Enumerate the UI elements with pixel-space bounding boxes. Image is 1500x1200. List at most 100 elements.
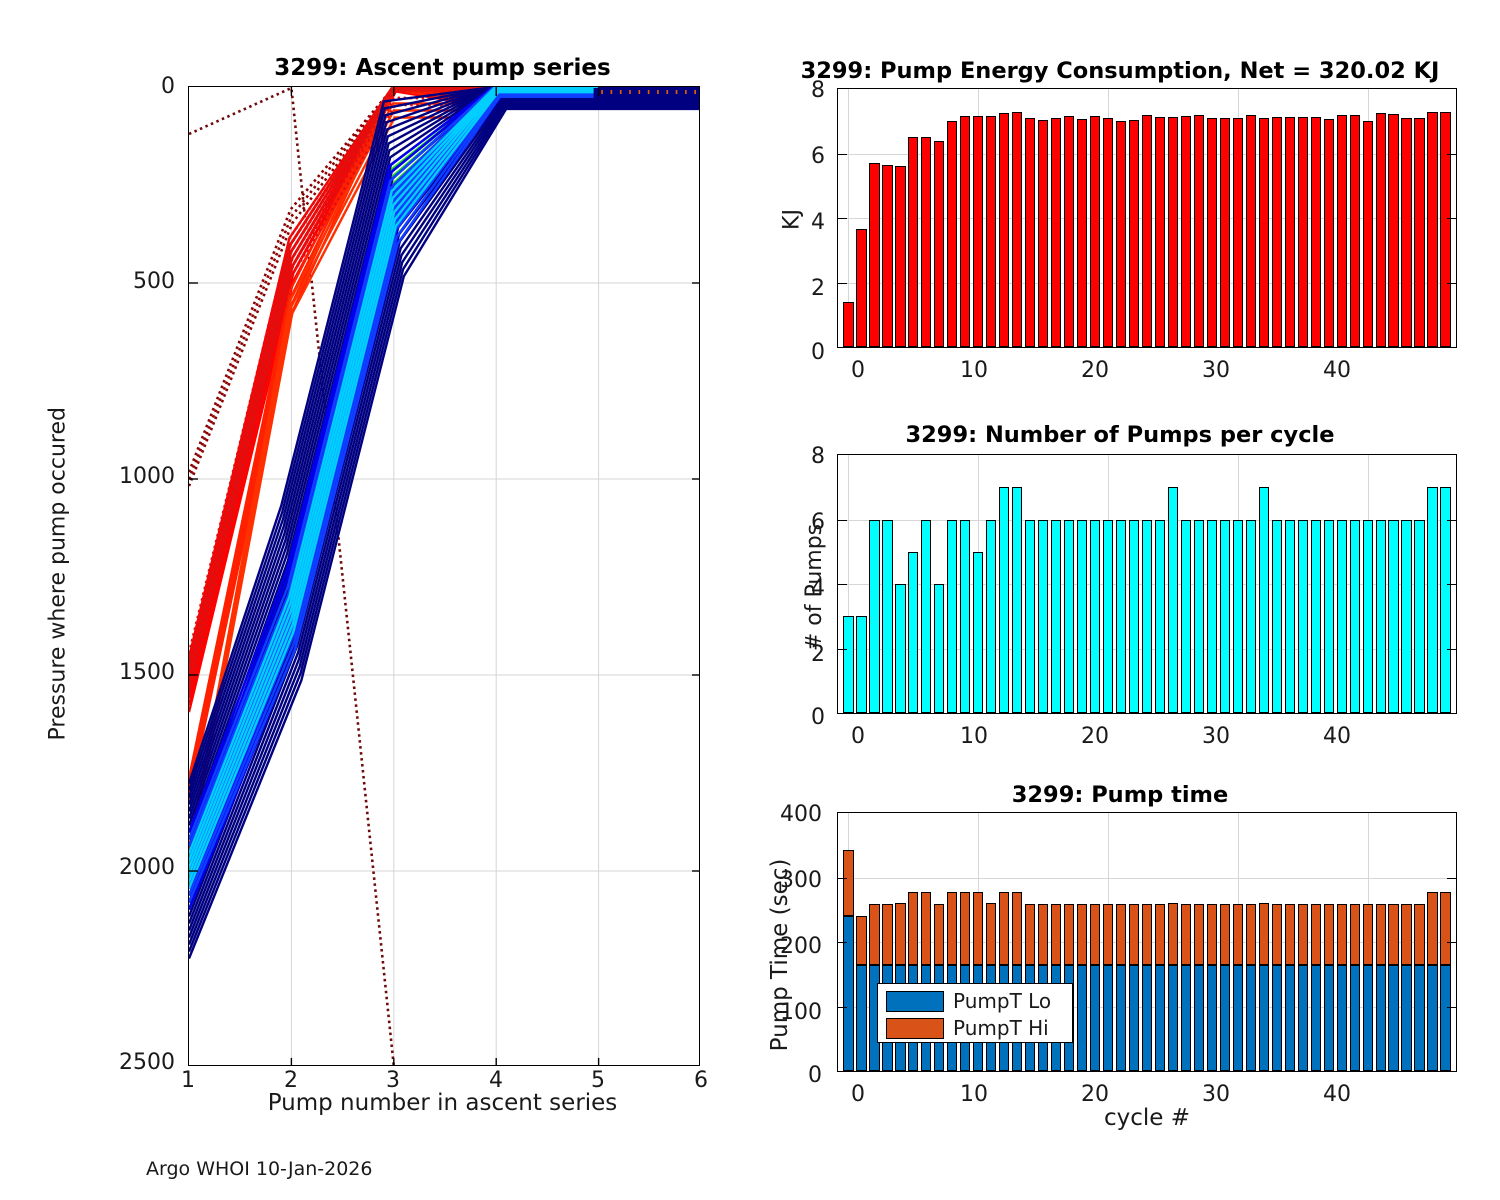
ptime-ytick-200: 200 — [780, 934, 822, 959]
bar-pumpt-hi — [973, 892, 984, 965]
series-line — [189, 105, 699, 952]
bar-item — [1050, 519, 1062, 713]
bar-item — [843, 616, 854, 713]
energy-panel-title: 3299: Pump Energy Consumption, Net = 320… — [800, 58, 1440, 84]
legend-label-pumpt-hi: PumpT Hi — [953, 1016, 1049, 1040]
gridline-horizontal — [838, 877, 1456, 879]
bar-item — [1037, 119, 1049, 347]
ptime-ytick-100: 100 — [780, 1000, 822, 1025]
ptime-ytick-400: 400 — [780, 802, 822, 827]
bar-pumpt-hi — [1232, 903, 1244, 965]
bar-item — [1401, 118, 1412, 347]
bar-item — [1219, 519, 1231, 713]
ptime-xtick-10: 10 — [960, 1082, 988, 1107]
bar-item — [947, 519, 958, 713]
bar-item — [1375, 113, 1386, 347]
bar-pumpt-hi — [1063, 903, 1075, 965]
energy-ytick-8: 8 — [811, 78, 825, 103]
bar-pumpt-hi — [921, 892, 932, 965]
bar-item — [1362, 519, 1373, 713]
footer-caption: Argo WHOI 10-Jan-2026 — [146, 1158, 373, 1180]
series-marker-square — [649, 88, 660, 98]
ascent-panel-title: 3299: Ascent pump series — [274, 55, 611, 81]
bar-item — [1102, 519, 1114, 713]
bar-pumpt-hi — [869, 903, 880, 965]
bar-item — [1427, 487, 1438, 713]
bar-item — [1167, 117, 1179, 347]
series-marker-square — [612, 88, 623, 98]
bar-pumpt-hi — [1245, 903, 1257, 965]
bar-item — [1258, 487, 1270, 713]
bar-item — [1388, 519, 1399, 713]
ptime-ytick-0: 0 — [808, 1063, 822, 1088]
bar-item — [998, 487, 1010, 713]
bar-pumpt-hi — [882, 903, 893, 965]
bar-item — [1388, 114, 1399, 347]
axis-tick — [838, 1006, 847, 1008]
bar-item — [908, 137, 919, 347]
bar-item — [1271, 117, 1282, 347]
bar-item — [1414, 519, 1425, 713]
pumps-plot-area — [837, 454, 1457, 714]
bar-pumpt-hi — [1089, 903, 1101, 965]
bar-pumpt-hi — [1258, 902, 1270, 965]
bar-pumpt-hi — [895, 902, 906, 965]
axis-tick — [1447, 519, 1456, 521]
legend-entry-pumpt-lo[interactable]: PumpT Lo — [886, 989, 1051, 1013]
bar-item — [1154, 117, 1166, 347]
bar-pumpt-lo — [1232, 964, 1244, 1071]
series-marker-square — [602, 88, 613, 98]
ptime-legend[interactable]: PumpT Lo PumpT Hi — [877, 983, 1073, 1043]
bar-item — [895, 584, 906, 713]
bar-item — [1063, 519, 1075, 713]
bar-item — [1011, 487, 1023, 713]
bar-pumpt-lo — [1167, 964, 1179, 1071]
bar-item — [1271, 519, 1282, 713]
bar-item — [856, 616, 867, 713]
pumps-xtick-10: 10 — [960, 724, 988, 749]
series-line — [189, 87, 396, 1065]
bar-pumpt-hi — [1310, 903, 1321, 965]
ptime-xtick-30: 30 — [1202, 1082, 1230, 1107]
bar-item — [843, 301, 854, 347]
bar-item — [1440, 111, 1451, 347]
series-line — [189, 93, 699, 903]
bar-pumpt-hi — [1076, 903, 1088, 965]
bar-pumpt-hi — [1154, 903, 1166, 965]
bar-item — [1089, 116, 1101, 347]
panel-pump-energy: 3299: Pump Energy Consumption, Net = 320… — [740, 0, 1500, 400]
ascent-ytick-1500: 1500 — [119, 660, 175, 685]
bar-item — [1232, 118, 1244, 347]
bar-item — [1141, 114, 1153, 347]
bar-pumpt-lo — [1102, 964, 1114, 1071]
bar-item — [1154, 519, 1166, 713]
ptime-xtick-40: 40 — [1323, 1082, 1351, 1107]
ascent-x-axis-label: Pump number in ascent series — [267, 1090, 618, 1116]
legend-swatch-pumpt-lo — [886, 990, 944, 1012]
bar-pumpt-lo — [1323, 964, 1334, 1071]
gridline-vertical — [848, 89, 850, 347]
series-line — [189, 95, 699, 910]
bar-item — [1167, 487, 1179, 713]
bar-pumpt-lo — [1284, 964, 1295, 1071]
pumps-ytick-0: 0 — [811, 705, 825, 730]
bar-item — [1076, 118, 1088, 347]
ascent-plot-area — [188, 86, 700, 1066]
pumps-panel-title: 3299: Number of Pumps per cycle — [905, 422, 1335, 448]
axis-tick — [838, 218, 847, 220]
energy-ytick-6: 6 — [811, 144, 825, 169]
bar-item — [921, 519, 932, 713]
bar-pumpt-lo — [1245, 964, 1257, 1071]
bar-item — [1323, 519, 1334, 713]
bar-item — [869, 163, 880, 347]
bar-item — [1401, 519, 1412, 713]
axis-tick — [838, 942, 847, 944]
axis-tick — [1447, 584, 1456, 586]
bar-pumpt-hi — [986, 902, 997, 965]
energy-plot-area — [837, 88, 1457, 348]
bar-pumpt-lo — [1271, 964, 1282, 1071]
legend-entry-pumpt-hi[interactable]: PumpT Hi — [886, 1016, 1049, 1040]
bar-pumpt-lo — [1193, 964, 1205, 1071]
legend-label-pumpt-lo: PumpT Lo — [953, 989, 1052, 1013]
series-marker-square — [686, 88, 697, 98]
